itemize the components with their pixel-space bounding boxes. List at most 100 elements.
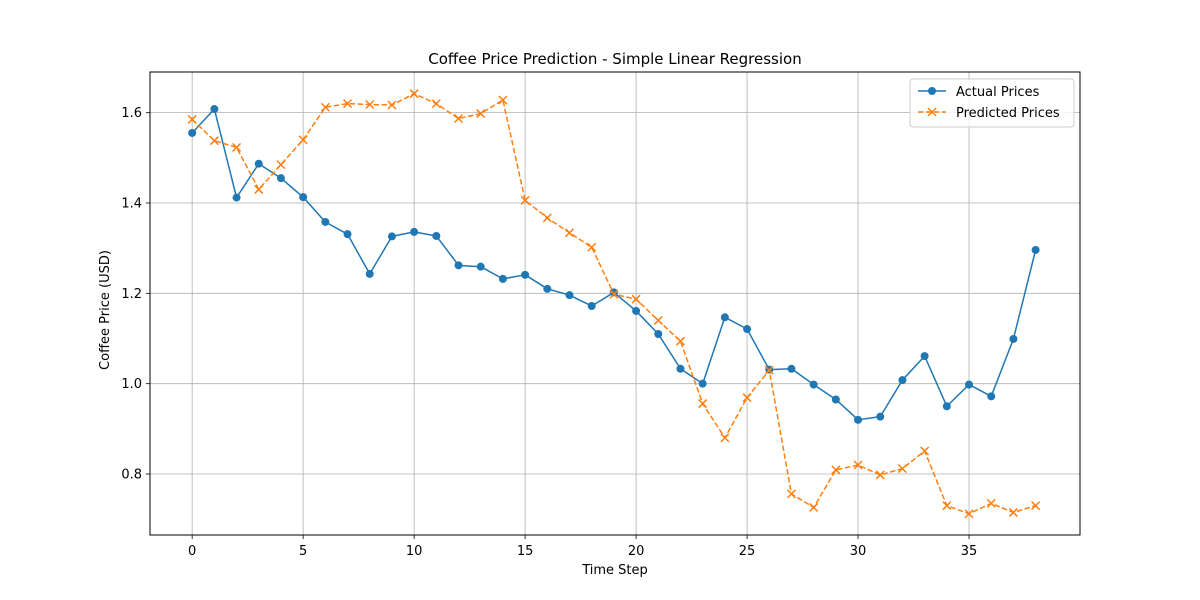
predicted-prices-point [764,365,774,375]
actual-prices-point [698,379,707,388]
predicted-prices-point [831,465,841,475]
actual-prices-point [210,105,219,114]
predicted-prices-point [320,102,330,112]
predicted-prices-point [720,433,730,443]
actual-prices-point [942,402,951,411]
legend-box [909,78,1075,128]
actual-prices-point [321,217,330,226]
actual-prices-point [876,412,885,421]
actual-prices-point [387,232,396,241]
y-tick-label: 1.4 [121,196,142,211]
predicted-prices-point [853,460,863,470]
predicted-prices-point [1008,507,1018,517]
predicted-prices-point [409,89,419,99]
x-tick-label: 10 [406,544,423,559]
actual-prices-point [965,380,974,389]
actual-prices-point [1009,334,1018,343]
predicted-prices-point [786,489,796,499]
actual-prices-point [787,364,796,373]
predicted-prices-point [698,399,708,409]
series-layer [187,89,1041,519]
legend-actual-marker [928,87,936,95]
predicted-prices-point [1031,501,1041,511]
actual-prices-point [410,227,419,236]
predicted-prices-point [298,135,308,145]
actual-prices-point [676,364,685,373]
actual-prices-point [343,230,352,239]
legend-actual-label: Actual Prices [956,85,1040,100]
predicted-prices-point [631,294,641,304]
legend-predicted-marker [927,107,937,117]
x-tick-label: 35 [961,544,978,559]
predicted-prices-point [809,502,819,512]
actual-prices-point [987,392,996,401]
predicted-prices-point [587,242,597,252]
predicted-prices-point [254,184,264,194]
predicted-prices-point [564,228,575,238]
x-axis-label: Time Step [581,563,648,578]
predicted-prices-point [653,315,663,325]
y-tick-label: 0.8 [121,468,142,483]
predicted-prices-point [343,99,353,109]
legend-predicted-label: Predicted Prices [956,106,1060,121]
actual-prices-point [854,415,863,424]
y-axis-label: Coffee Price (USD) [98,250,113,370]
predicted-prices-point [875,470,885,480]
predicted-prices-point [542,213,552,223]
predicted-prices-point [387,100,397,110]
predicted-prices-point [276,160,286,170]
predicted-prices-point [675,336,686,346]
actual-prices-point [920,352,929,361]
predicted-prices-point [920,446,930,456]
axis-ticks: 0 5 10 15 20 25 30 35 0.8 1.0 1.2 1.4 1.6 [121,106,977,559]
actual-prices-point [632,306,641,315]
predicted-prices-point [964,509,974,519]
predicted-prices-point [232,142,242,152]
predicted-prices-point [209,136,219,146]
predicted-prices-point [986,498,996,508]
actual-prices-point [365,269,374,278]
actual-prices-point [587,301,596,310]
actual-prices-point [432,231,441,240]
actual-prices-point [276,174,285,183]
predicted-prices-point [453,113,464,124]
y-tick-label: 1.2 [121,287,142,302]
predicted-prices-point [742,393,752,403]
x-tick-label: 30 [850,544,867,559]
predicted-prices-point [609,289,619,299]
x-tick-label: 15 [517,544,534,559]
predicted-prices-point [476,109,486,119]
actual-prices-point [498,274,507,283]
actual-prices-point [454,261,463,270]
x-tick-label: 20 [628,544,645,559]
actual-prices-point [898,376,907,385]
predicted-prices-point [365,99,375,110]
x-tick-label: 5 [299,544,307,559]
predicted-prices-point [942,501,952,511]
plot-area-frame [149,71,1081,536]
predicted-prices-point [187,114,197,124]
y-tick-label: 1.6 [121,106,142,121]
x-tick-label: 0 [188,544,196,559]
actual-prices-point [232,193,241,202]
actual-prices-point [543,284,552,293]
legend: Actual Prices Predicted Prices [909,78,1075,128]
predicted-prices-point [897,464,907,474]
actual-prices-point [720,313,729,322]
y-tick-label: 1.0 [121,377,142,392]
actual-prices-point [831,395,840,404]
actual-prices-point [743,325,752,334]
actual-prices-point [476,262,485,271]
actual-prices-point [809,380,818,389]
actual-prices-point [521,270,530,279]
actual-prices-point [565,291,574,300]
actual-prices-point [188,128,197,137]
actual-prices-point [1031,245,1040,254]
predicted-prices-point [431,99,441,109]
actual-prices-point [299,193,308,202]
actual-prices-point [254,159,263,168]
x-tick-label: 25 [739,544,756,559]
predicted-prices-point [520,195,530,205]
